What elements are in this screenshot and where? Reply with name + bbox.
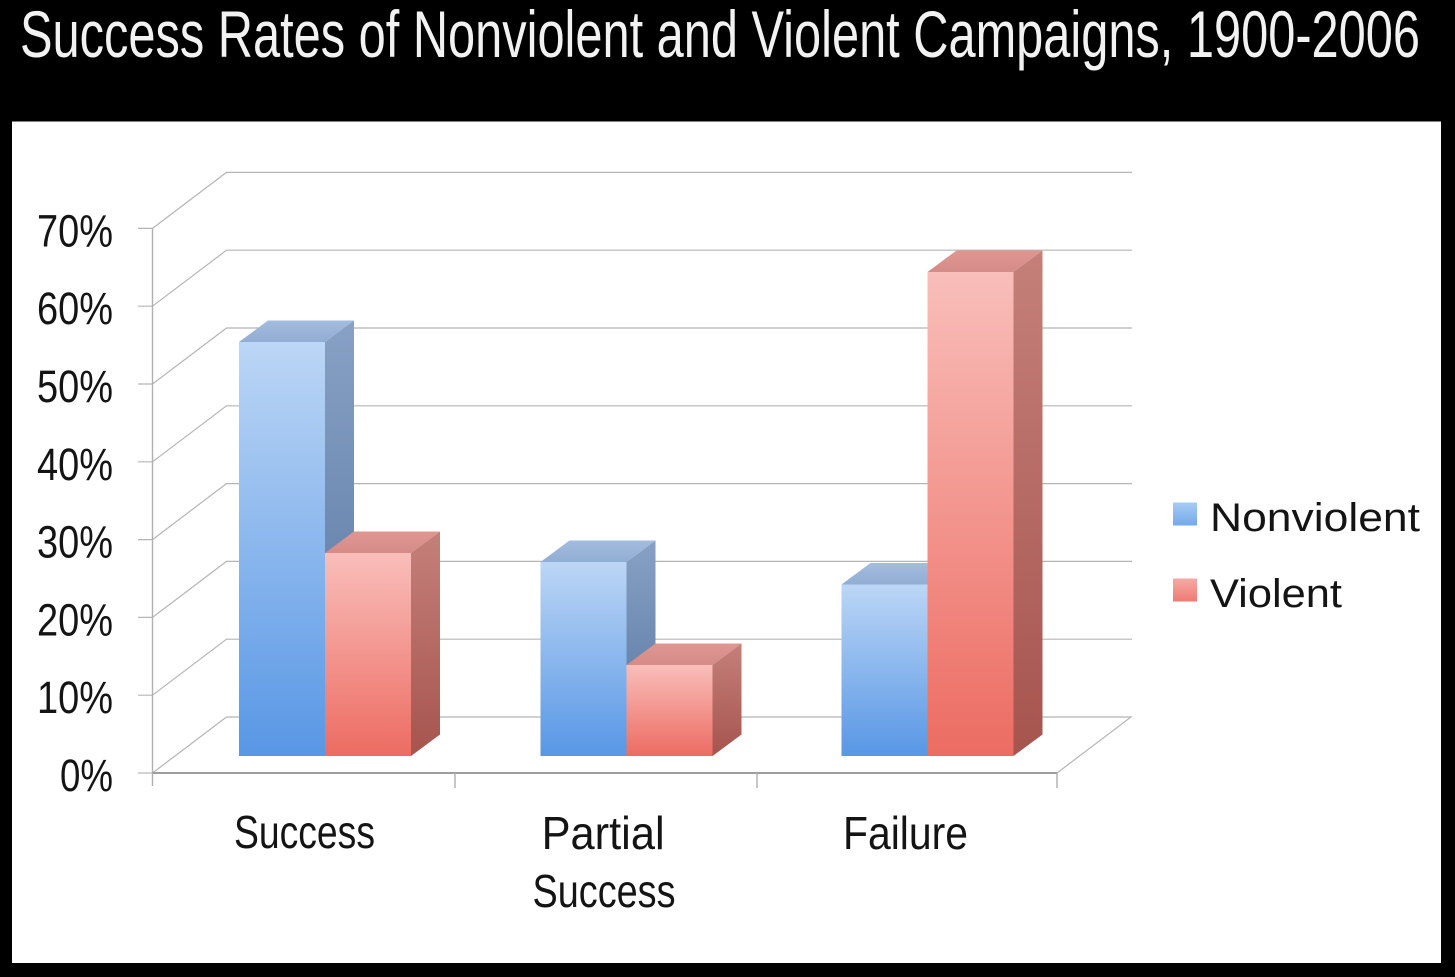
svg-text:40%: 40% [37,439,113,490]
svg-text:50%: 50% [37,361,113,412]
svg-text:Failure: Failure [843,807,968,859]
svg-text:30%: 30% [37,517,113,568]
svg-text:60%: 60% [37,283,113,334]
svg-text:70%: 70% [37,205,113,256]
svg-text:Success: Success [533,865,676,917]
svg-text:Nonviolent: Nonviolent [1210,496,1420,540]
svg-text:Partial: Partial [542,807,665,859]
svg-text:20%: 20% [37,594,113,645]
svg-text:Success: Success [234,806,375,858]
svg-text:10%: 10% [37,672,113,723]
svg-text:Success Rates of Nonviolent an: Success Rates of Nonviolent and Violent … [20,0,1420,71]
svg-text:Violent: Violent [1210,572,1342,616]
svg-text:0%: 0% [60,750,113,801]
